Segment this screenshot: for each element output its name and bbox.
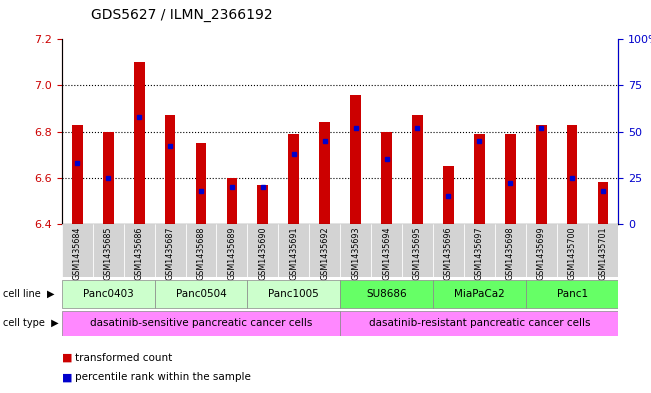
Bar <box>536 125 547 224</box>
Text: GSM1435688: GSM1435688 <box>197 227 206 280</box>
FancyBboxPatch shape <box>278 224 309 277</box>
Text: GSM1435689: GSM1435689 <box>227 227 236 280</box>
Text: ■: ■ <box>62 353 72 363</box>
Bar <box>257 185 268 224</box>
FancyBboxPatch shape <box>62 224 92 277</box>
FancyBboxPatch shape <box>557 224 587 277</box>
Text: GSM1435700: GSM1435700 <box>568 227 577 280</box>
FancyBboxPatch shape <box>309 224 340 277</box>
Text: ■: ■ <box>62 372 72 382</box>
FancyBboxPatch shape <box>340 311 618 336</box>
Text: cell type  ▶: cell type ▶ <box>3 318 59 328</box>
Text: GSM1435693: GSM1435693 <box>351 227 360 280</box>
FancyBboxPatch shape <box>525 280 618 308</box>
Bar <box>443 166 454 224</box>
Text: cell line  ▶: cell line ▶ <box>3 289 55 299</box>
Bar <box>505 134 516 224</box>
FancyBboxPatch shape <box>154 224 186 277</box>
Text: GSM1435697: GSM1435697 <box>475 227 484 280</box>
Bar <box>288 134 299 224</box>
FancyBboxPatch shape <box>124 224 154 277</box>
Text: GSM1435701: GSM1435701 <box>598 227 607 280</box>
Text: GSM1435685: GSM1435685 <box>104 227 113 280</box>
Text: Panc0504: Panc0504 <box>176 289 227 299</box>
Text: GSM1435690: GSM1435690 <box>258 227 268 280</box>
Bar <box>227 178 238 224</box>
Text: dasatinib-resistant pancreatic cancer cells: dasatinib-resistant pancreatic cancer ce… <box>368 318 590 328</box>
Text: percentile rank within the sample: percentile rank within the sample <box>75 372 251 382</box>
FancyBboxPatch shape <box>587 224 618 277</box>
Bar <box>319 122 330 224</box>
FancyBboxPatch shape <box>247 224 278 277</box>
Text: SU8686: SU8686 <box>367 289 407 299</box>
Bar <box>350 95 361 224</box>
FancyBboxPatch shape <box>62 280 154 308</box>
FancyBboxPatch shape <box>340 224 371 277</box>
Text: GDS5627 / ILMN_2366192: GDS5627 / ILMN_2366192 <box>91 8 273 22</box>
FancyBboxPatch shape <box>340 280 433 308</box>
Text: transformed count: transformed count <box>75 353 172 363</box>
Text: GSM1435698: GSM1435698 <box>506 227 515 280</box>
Text: GSM1435684: GSM1435684 <box>73 227 82 280</box>
Text: GSM1435686: GSM1435686 <box>135 227 144 280</box>
FancyBboxPatch shape <box>216 224 247 277</box>
Text: dasatinib-sensitive pancreatic cancer cells: dasatinib-sensitive pancreatic cancer ce… <box>90 318 312 328</box>
Text: Panc1005: Panc1005 <box>268 289 319 299</box>
Bar <box>566 125 577 224</box>
Text: Panc0403: Panc0403 <box>83 289 133 299</box>
Bar <box>195 143 206 224</box>
Bar <box>133 62 145 224</box>
Text: GSM1435687: GSM1435687 <box>165 227 174 280</box>
Text: GSM1435694: GSM1435694 <box>382 227 391 280</box>
FancyBboxPatch shape <box>154 280 247 308</box>
Text: MiaPaCa2: MiaPaCa2 <box>454 289 505 299</box>
FancyBboxPatch shape <box>62 311 340 336</box>
FancyBboxPatch shape <box>247 280 340 308</box>
Text: GSM1435696: GSM1435696 <box>444 227 453 280</box>
Bar <box>103 132 114 224</box>
Text: GSM1435699: GSM1435699 <box>536 227 546 280</box>
FancyBboxPatch shape <box>433 280 525 308</box>
FancyBboxPatch shape <box>371 224 402 277</box>
FancyBboxPatch shape <box>186 224 216 277</box>
Text: GSM1435695: GSM1435695 <box>413 227 422 280</box>
FancyBboxPatch shape <box>464 224 495 277</box>
Text: GSM1435691: GSM1435691 <box>289 227 298 280</box>
FancyBboxPatch shape <box>92 224 124 277</box>
FancyBboxPatch shape <box>525 224 557 277</box>
Bar <box>598 182 609 224</box>
FancyBboxPatch shape <box>402 224 433 277</box>
Text: GSM1435692: GSM1435692 <box>320 227 329 280</box>
Bar <box>165 116 176 224</box>
Bar <box>72 125 83 224</box>
Bar <box>412 116 423 224</box>
FancyBboxPatch shape <box>433 224 464 277</box>
FancyBboxPatch shape <box>495 224 525 277</box>
Text: Panc1: Panc1 <box>557 289 588 299</box>
Bar <box>381 132 392 224</box>
Bar <box>474 134 485 224</box>
